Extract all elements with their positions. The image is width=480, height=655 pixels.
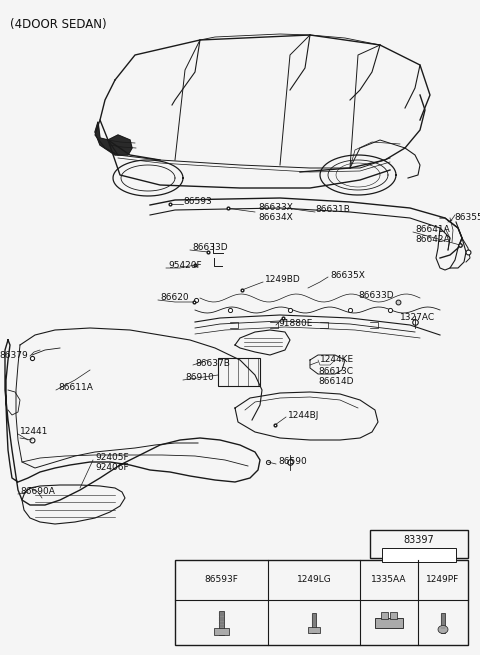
Text: 1249PF: 1249PF [426, 576, 460, 584]
Text: 86593: 86593 [183, 198, 212, 206]
Bar [441, 612, 445, 633]
Text: 86611A: 86611A [58, 383, 93, 392]
Text: 86633D: 86633D [358, 291, 394, 299]
Text: 83397: 83397 [404, 535, 434, 545]
Bar [382, 548, 456, 562]
Text: 1335AA: 1335AA [371, 576, 407, 584]
Text: 86593F: 86593F [204, 576, 239, 584]
Text: 1327AC: 1327AC [400, 314, 435, 322]
Text: 1249LG: 1249LG [297, 576, 331, 584]
Text: 86910: 86910 [185, 373, 214, 383]
Text: 86355K: 86355K [454, 214, 480, 223]
Bar [390, 612, 397, 618]
Text: 86633X: 86633X [258, 204, 293, 212]
Text: 86633D: 86633D [192, 244, 228, 252]
Bar [175, 560, 468, 645]
Text: 92405F: 92405F [95, 453, 129, 462]
Bar [219, 610, 224, 635]
Text: 92406F: 92406F [95, 464, 129, 472]
Bar [312, 612, 316, 633]
Text: (4DOOR SEDAN): (4DOOR SEDAN) [10, 18, 107, 31]
Polygon shape [95, 122, 132, 155]
Text: 86642A: 86642A [415, 234, 450, 244]
Text: 91880E: 91880E [278, 318, 312, 328]
Text: 86690A: 86690A [20, 487, 55, 496]
Text: 86613C: 86613C [318, 367, 353, 375]
Bar [381, 612, 388, 618]
Text: 86614D: 86614D [318, 377, 353, 386]
Text: 86590: 86590 [278, 457, 307, 466]
Bar [375, 618, 403, 627]
Bar [308, 626, 320, 633]
Text: 12441: 12441 [20, 428, 48, 436]
Text: 95420F: 95420F [168, 261, 202, 269]
Text: 86637B: 86637B [195, 358, 230, 367]
Text: 1244BJ: 1244BJ [288, 411, 319, 419]
Text: 86641A: 86641A [415, 225, 450, 233]
Text: 86635X: 86635X [330, 271, 365, 280]
Text: 86620: 86620 [160, 293, 189, 303]
Text: 1244KE: 1244KE [320, 356, 354, 364]
Text: 86631B: 86631B [315, 206, 350, 214]
Bar [218, 358, 260, 386]
Bar [214, 627, 229, 635]
Text: 1249BD: 1249BD [265, 276, 301, 284]
Bar [370, 530, 468, 558]
Text: 86634X: 86634X [258, 214, 293, 223]
Ellipse shape [438, 626, 448, 633]
Text: 86379: 86379 [0, 350, 28, 360]
